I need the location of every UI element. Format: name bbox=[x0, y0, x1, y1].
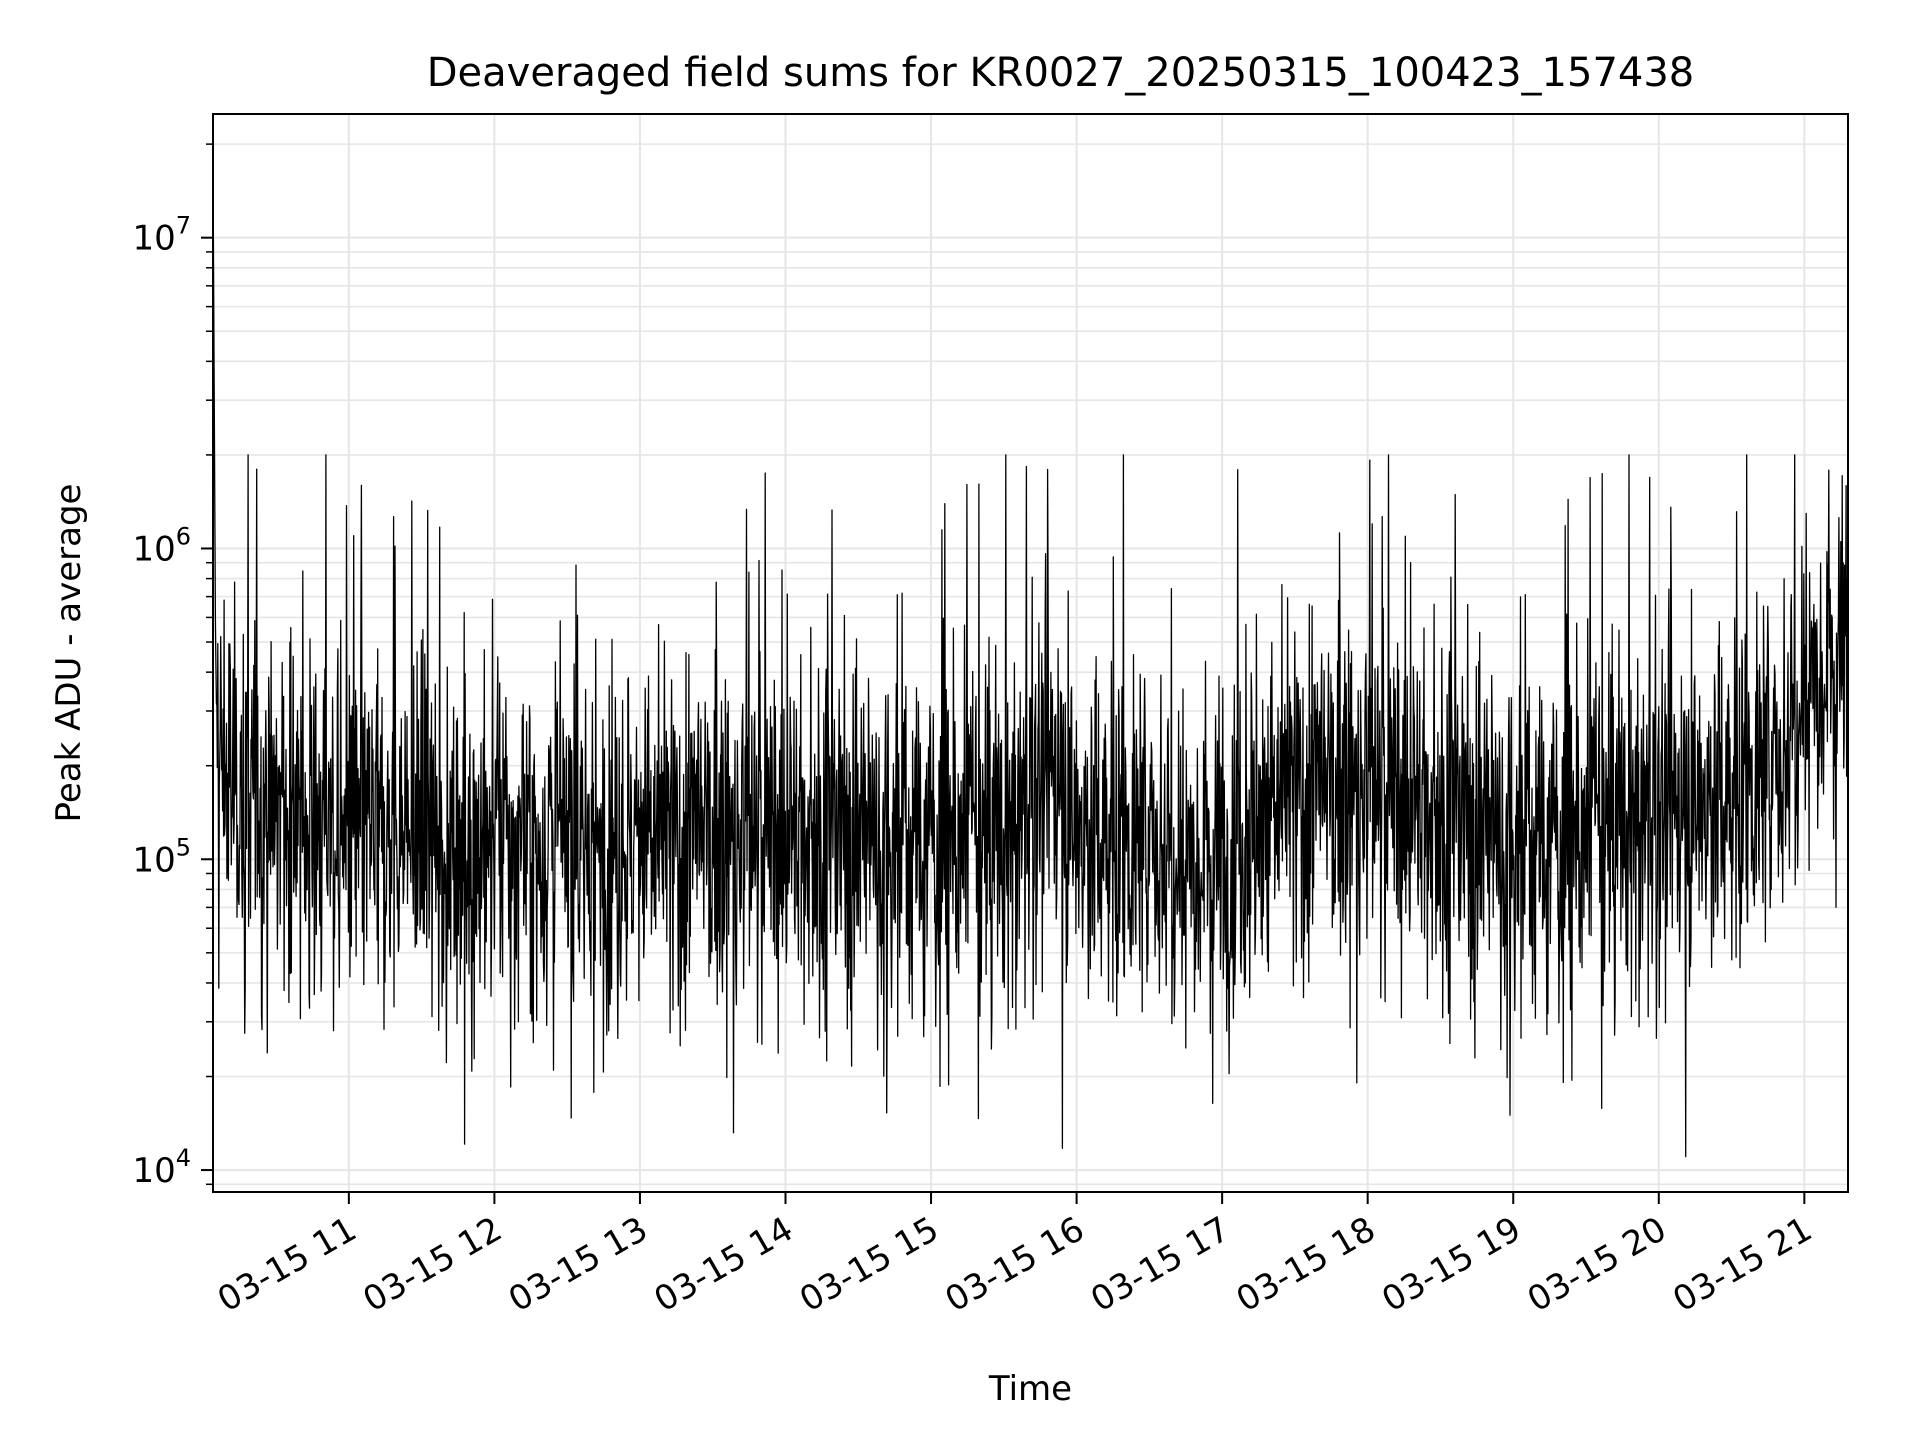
y-tick-label: 104 bbox=[132, 1144, 191, 1191]
y-tick-label: 105 bbox=[132, 833, 191, 880]
series-line bbox=[212, 162, 1849, 1158]
data-series bbox=[212, 162, 1849, 1158]
y-tick-label: 107 bbox=[132, 212, 191, 259]
x-axis-label: Time bbox=[988, 1369, 1072, 1409]
y-axis-label: Peak ADU - average bbox=[49, 484, 89, 823]
plot-frame bbox=[212, 113, 1849, 1193]
y-axis-ticks: 104 105 106 107 bbox=[132, 143, 213, 1191]
y-tick-label: 106 bbox=[132, 522, 191, 569]
chart-title: Deaveraged field sums for KR0027_2025031… bbox=[427, 50, 1695, 96]
